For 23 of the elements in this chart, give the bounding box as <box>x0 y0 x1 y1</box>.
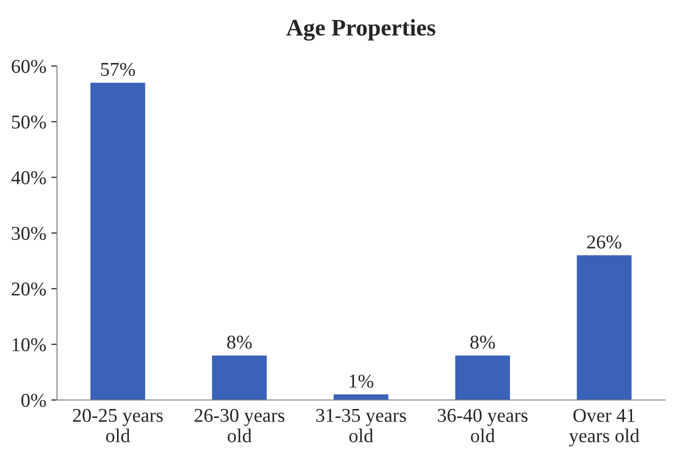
x-tick-label: 20-25 years old <box>73 408 163 442</box>
y-tick-label: 30% <box>12 226 46 240</box>
chart-title: Age Properties <box>286 19 436 41</box>
data-label: 8% <box>227 336 252 349</box>
data-label: 8% <box>470 336 495 349</box>
y-tick-label: 50% <box>12 115 46 129</box>
y-tick-label: 0% <box>21 394 46 407</box>
x-tick-label: 26-30 years old <box>194 408 284 442</box>
bar <box>455 355 510 400</box>
bar <box>576 255 632 400</box>
y-tick-label: 40% <box>11 171 46 184</box>
data-label: 26% <box>587 235 622 249</box>
bar <box>90 82 146 400</box>
x-tick-label: 36-40 years old <box>438 408 528 442</box>
bar <box>334 394 388 400</box>
y-tick-label: 60% <box>12 60 46 73</box>
data-label: 57% <box>101 62 135 76</box>
data-label: 1% <box>350 374 374 388</box>
x-tick-label: Over 41 years old <box>569 408 640 446</box>
y-tick-label: 10% <box>12 338 46 352</box>
x-tick-label: 31-35 years old <box>316 408 406 442</box>
bar <box>212 355 267 400</box>
y-tick-label: 20% <box>12 282 46 296</box>
